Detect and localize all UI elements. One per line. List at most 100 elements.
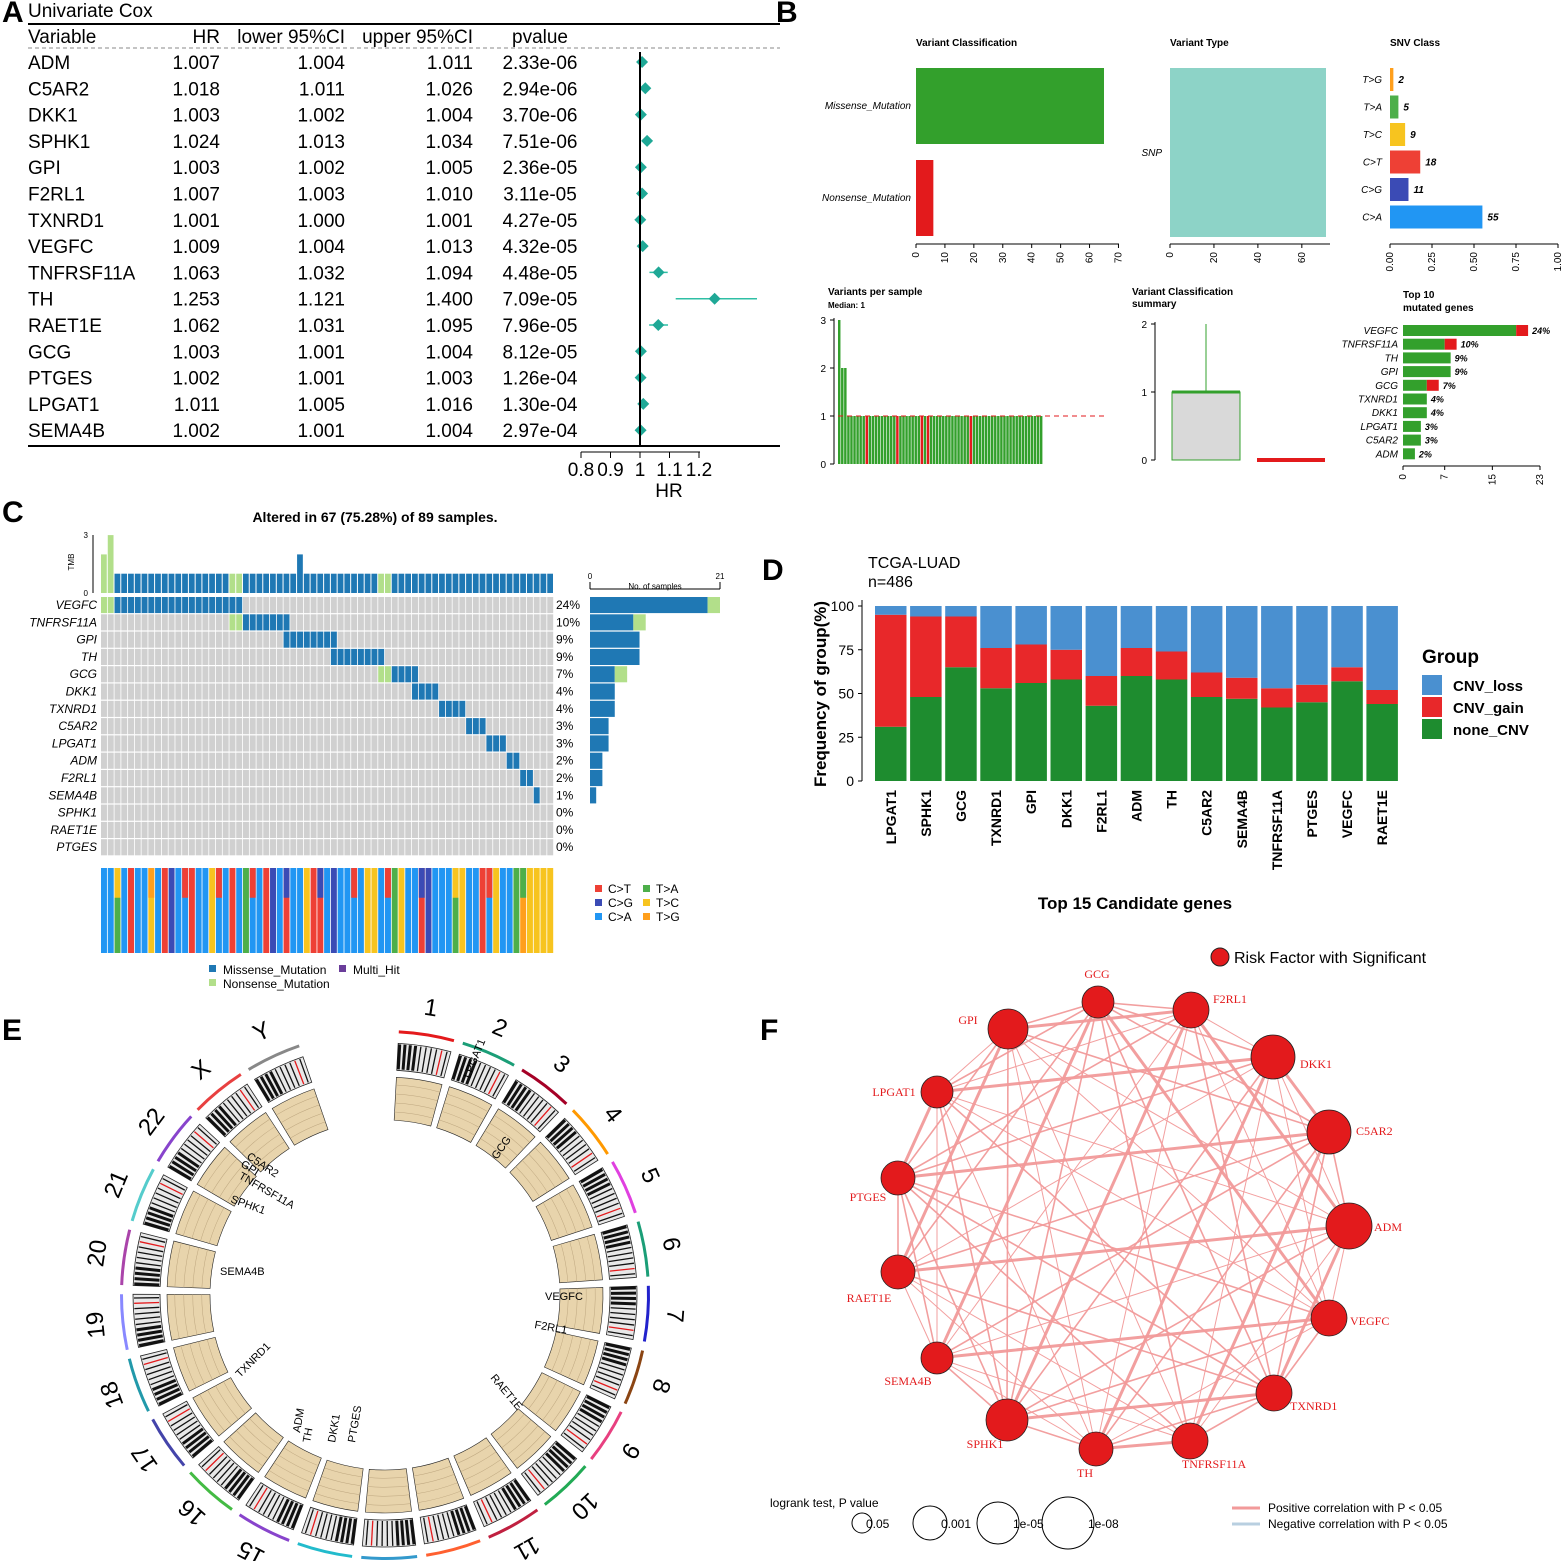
forest-pvalue: 2.33e-06 (502, 53, 577, 74)
oncoplot-pct-label: 1% (556, 788, 574, 802)
oncoplot-cell (526, 597, 533, 614)
oncoplot-cell (364, 735, 371, 752)
oncoplot-cell (330, 752, 337, 769)
oncoplot-cell (324, 666, 331, 683)
oncoplot-cell (520, 839, 527, 856)
oncoplot-cell (303, 787, 310, 804)
oncoplot-cell (445, 718, 452, 735)
titv-bar (310, 868, 317, 953)
titv-bar (405, 868, 412, 953)
network-edge (1006, 1056, 1274, 1421)
oncoplot-cell (182, 735, 189, 752)
oncoplot-cell (330, 839, 337, 856)
circos-band (148, 1370, 173, 1381)
oncoplot-cell (330, 648, 337, 665)
network-edge (1189, 1225, 1350, 1442)
oncoplot-cell (405, 666, 412, 683)
oncoplot-cell (330, 597, 337, 614)
forest-upper-ci: 1.095 (425, 316, 473, 337)
forest-lower-ci: 1.002 (297, 158, 345, 179)
oncoplot-cell (134, 614, 141, 631)
oncoplot-cell (472, 666, 479, 683)
oncoplot-cell (499, 787, 506, 804)
oncoplot-cell (384, 597, 391, 614)
d-bar-segment (1190, 697, 1223, 781)
oncoplot-cell (303, 631, 310, 648)
network-edge (936, 1009, 1192, 1359)
forest-lower-ci: 1.032 (297, 263, 345, 284)
oncoplot-cell (222, 631, 229, 648)
oncoplot-cell (439, 752, 446, 769)
oncoplot-cell (188, 718, 195, 735)
b4-sample-bar (1006, 416, 1009, 464)
titv-bar (101, 868, 107, 953)
forest-x-tick-label: 1.2 (686, 460, 712, 481)
oncoplot-cell (249, 700, 256, 717)
circos-band (153, 1197, 177, 1209)
oncoplot-cell (432, 614, 439, 631)
forest-gene-label: SPHK1 (28, 132, 90, 153)
nsamples-missense-bar (590, 631, 640, 648)
forest-hr-value: 1.007 (172, 53, 220, 74)
oncoplot-cell (114, 666, 121, 683)
oncoplot-cell (236, 804, 243, 821)
oncoplot-cell (472, 839, 479, 856)
d-bar-segment (1085, 676, 1118, 706)
oncoplot-cell (540, 614, 547, 631)
oncoplot-cell (128, 770, 135, 787)
oncoplot-cell (317, 648, 324, 665)
oncoplot-cell (439, 821, 446, 838)
d-tick-label: 100 (831, 598, 855, 614)
b4-sample-bar (886, 416, 890, 464)
oncoplot-cell (242, 683, 249, 700)
forest-hr-value: 1.062 (172, 316, 220, 337)
oncoplot-cell (290, 735, 297, 752)
oncoplot-cell (134, 821, 141, 838)
tmb-bar (290, 573, 297, 593)
forest-lower-ci: 1.005 (297, 395, 345, 416)
oncoplot-cell (101, 735, 107, 752)
titv-bar (161, 868, 168, 953)
oncoplot-cell (364, 597, 371, 614)
circos-band (151, 1202, 176, 1213)
oncoplot-cell (445, 821, 452, 838)
tmb-bar (371, 573, 378, 593)
oncoplot-cell (513, 614, 520, 631)
oncoplot-cell (168, 804, 175, 821)
oncoplot-cell (364, 648, 371, 665)
b4-sample-bar (975, 416, 979, 464)
circos-band (427, 1516, 434, 1542)
circos-track-grid (201, 1294, 206, 1334)
circos-chr-color-arc (636, 1221, 650, 1277)
forest-pvalue: 4.32e-05 (502, 237, 577, 258)
oncoplot-cell (324, 804, 331, 821)
oncoplot-cell (317, 787, 324, 804)
oncoplot-cell (540, 787, 547, 804)
oncoplot-cell (513, 787, 520, 804)
oncoplot-cell (229, 700, 236, 717)
network-node-label: F2RL1 (1213, 992, 1247, 1006)
b4-sample-bar (990, 416, 994, 464)
oncoplot-cell (513, 648, 520, 665)
circos-band (522, 1096, 540, 1117)
network-node-label: VEGFC (1350, 1314, 1389, 1328)
oncoplot-cell (256, 683, 263, 700)
oncoplot-cell (195, 718, 202, 735)
circos-track (365, 1468, 412, 1514)
oncoplot-cell (493, 614, 500, 631)
oncoplot-cell (547, 804, 554, 821)
oncoplot-cell (297, 700, 304, 717)
circos-track-grid (280, 1104, 320, 1124)
b4-sample-bar (957, 416, 960, 464)
oncoplot-cell (215, 821, 222, 838)
oncoplot-cell (344, 718, 351, 735)
oncoplot-cell (114, 804, 121, 821)
circos-band (267, 1494, 281, 1518)
circos-band (409, 1519, 416, 1545)
circos-band (609, 1316, 635, 1321)
titv-bar (242, 868, 249, 953)
nsamples-nonsense-bar (633, 614, 646, 631)
titv-bar (513, 868, 520, 953)
oncoplot-cell (283, 787, 290, 804)
network-edge (1006, 1391, 1275, 1422)
